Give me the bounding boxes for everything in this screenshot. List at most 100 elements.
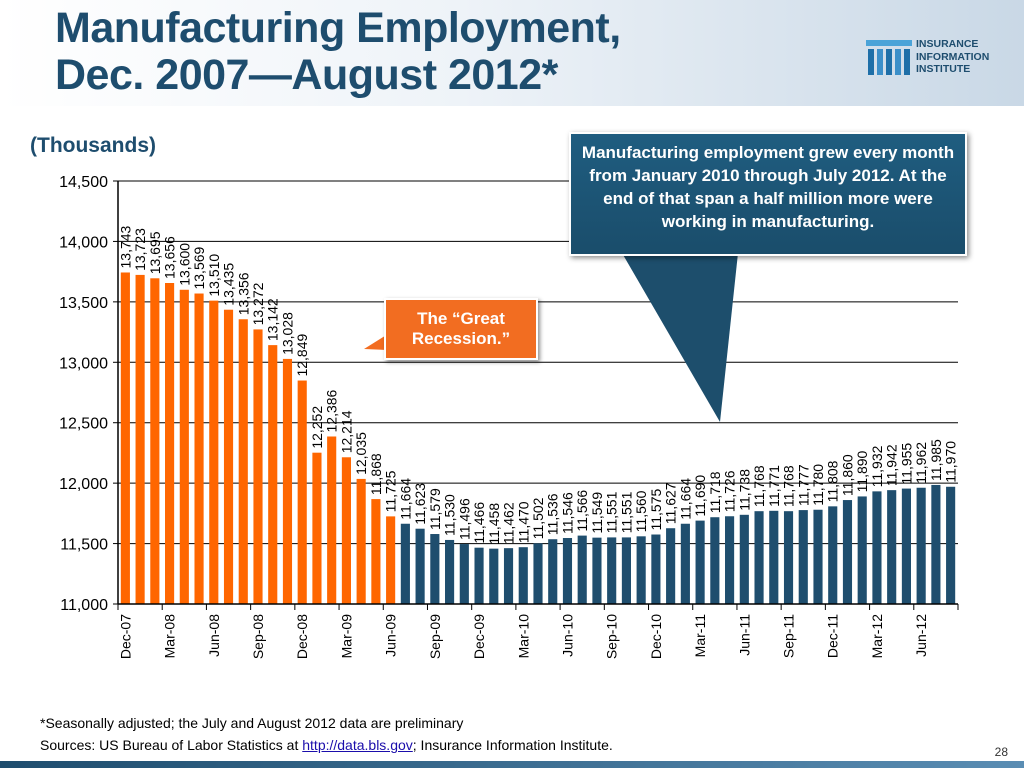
logo-mark-icon xyxy=(866,40,912,75)
bar xyxy=(268,345,278,604)
data-label: 11,496 xyxy=(456,498,472,540)
bar xyxy=(179,289,189,604)
x-tick-label: Sep-09 xyxy=(427,614,443,659)
bar xyxy=(209,300,219,604)
iii-logo: INSURANCE INFORMATION INSTITUTE xyxy=(866,38,1016,80)
bar xyxy=(223,309,234,604)
data-label: 11,868 xyxy=(368,453,384,495)
data-label: 11,771 xyxy=(766,465,782,507)
title-line-1: Manufacturing Employment, xyxy=(55,4,621,52)
data-label: 11,627 xyxy=(663,482,679,524)
data-label: 13,695 xyxy=(147,231,163,274)
bar xyxy=(518,547,528,604)
data-label: 13,510 xyxy=(206,254,222,297)
y-tick-label: 12,500 xyxy=(59,416,108,433)
bar xyxy=(415,528,425,604)
data-label: 11,579 xyxy=(427,488,443,530)
bar xyxy=(754,511,764,604)
sources-link[interactable]: http://data.bls.gov xyxy=(302,737,413,753)
logo-line-2: INFORMATION xyxy=(916,50,990,63)
data-label: 11,551 xyxy=(604,491,620,533)
data-label: 11,546 xyxy=(559,492,575,534)
bottom-band xyxy=(0,761,1024,768)
bar xyxy=(562,538,573,604)
page-title: Manufacturing Employment, Dec. 2007—Augu… xyxy=(55,5,621,99)
data-label: 11,942 xyxy=(884,444,900,486)
x-tick-label: Jun-10 xyxy=(559,614,575,657)
x-tick-label: Mar-11 xyxy=(692,614,708,658)
data-label: 13,435 xyxy=(221,263,237,306)
data-label: 13,356 xyxy=(235,272,251,315)
bar xyxy=(695,520,705,604)
data-label: 11,560 xyxy=(633,490,649,532)
data-label: 11,738 xyxy=(736,469,752,511)
sources-suffix: ; Insurance Information Institute. xyxy=(412,737,613,753)
x-tick-label: Mar-08 xyxy=(162,614,178,659)
bar xyxy=(901,488,911,604)
bar xyxy=(120,272,130,604)
bar xyxy=(592,537,602,604)
data-label: 11,458 xyxy=(486,503,502,545)
x-tick-label: Jun-09 xyxy=(383,614,399,657)
sources-prefix: Sources: US Bureau of Labor Statistics a… xyxy=(40,737,303,753)
bar xyxy=(636,536,646,604)
bar xyxy=(621,537,631,604)
y-axis-ticks: 11,000 11,500 12,000 12,500 13,000 13,500 14,0… xyxy=(59,174,118,614)
data-label: 12,214 xyxy=(338,410,354,453)
data-label: 11,780 xyxy=(810,464,826,506)
bar xyxy=(533,543,543,604)
bar xyxy=(798,510,808,604)
bar xyxy=(769,510,779,604)
bar xyxy=(459,544,469,604)
data-label: 11,664 xyxy=(677,478,693,520)
bar xyxy=(238,319,248,604)
axes xyxy=(117,181,958,605)
slide-header xyxy=(0,0,1024,106)
bar xyxy=(666,528,676,604)
data-label: 13,569 xyxy=(191,246,207,289)
bar xyxy=(931,484,941,604)
bar xyxy=(872,491,882,604)
data-label: 11,466 xyxy=(471,502,487,544)
data-label: 11,551 xyxy=(618,491,634,533)
bar xyxy=(341,457,351,604)
y-tick-label: 11,000 xyxy=(60,597,108,614)
data-label: 12,252 xyxy=(309,406,325,449)
bar xyxy=(489,548,499,604)
y-tick-label: 14,500 xyxy=(59,174,108,191)
bar xyxy=(739,514,749,604)
x-tick-label: Mar-12 xyxy=(869,614,885,659)
data-label: 11,808 xyxy=(825,460,841,502)
bar xyxy=(813,509,823,604)
data-label: 11,718 xyxy=(707,471,723,513)
bar xyxy=(548,539,558,604)
recession-box-pointer xyxy=(364,334,388,350)
data-label: 12,035 xyxy=(353,432,369,475)
data-label: 11,536 xyxy=(545,493,561,535)
data-label: 11,777 xyxy=(795,464,811,506)
data-label: 13,723 xyxy=(132,228,148,271)
bar xyxy=(282,358,293,604)
x-tick-label: Jun-12 xyxy=(913,614,929,657)
data-label: 13,028 xyxy=(279,312,295,355)
data-label: 11,725 xyxy=(383,470,399,512)
bar xyxy=(165,283,175,604)
recession-callout: The “Great Recession.” xyxy=(384,298,538,360)
x-tick-label: Jun-11 xyxy=(736,614,752,656)
x-tick-label: Dec-08 xyxy=(294,614,310,659)
bar xyxy=(371,499,381,604)
data-label: 11,768 xyxy=(781,465,797,507)
bar xyxy=(150,278,160,604)
data-label: 11,985 xyxy=(928,439,944,481)
logo-line-1: INSURANCE xyxy=(916,38,979,50)
y-tick-label: 13,000 xyxy=(59,355,108,372)
data-label: 11,726 xyxy=(722,470,738,512)
data-label: 11,502 xyxy=(530,497,546,539)
data-labels: 13,74313,72313,69513,65613,60013,56913,5… xyxy=(117,225,958,544)
data-label: 11,462 xyxy=(501,502,517,544)
x-tick-label: Sep-10 xyxy=(604,614,620,659)
data-label: 11,860 xyxy=(839,454,855,496)
x-tick-label: Dec-07 xyxy=(117,614,133,659)
logo-line-3: INSTITUTE xyxy=(916,63,971,75)
